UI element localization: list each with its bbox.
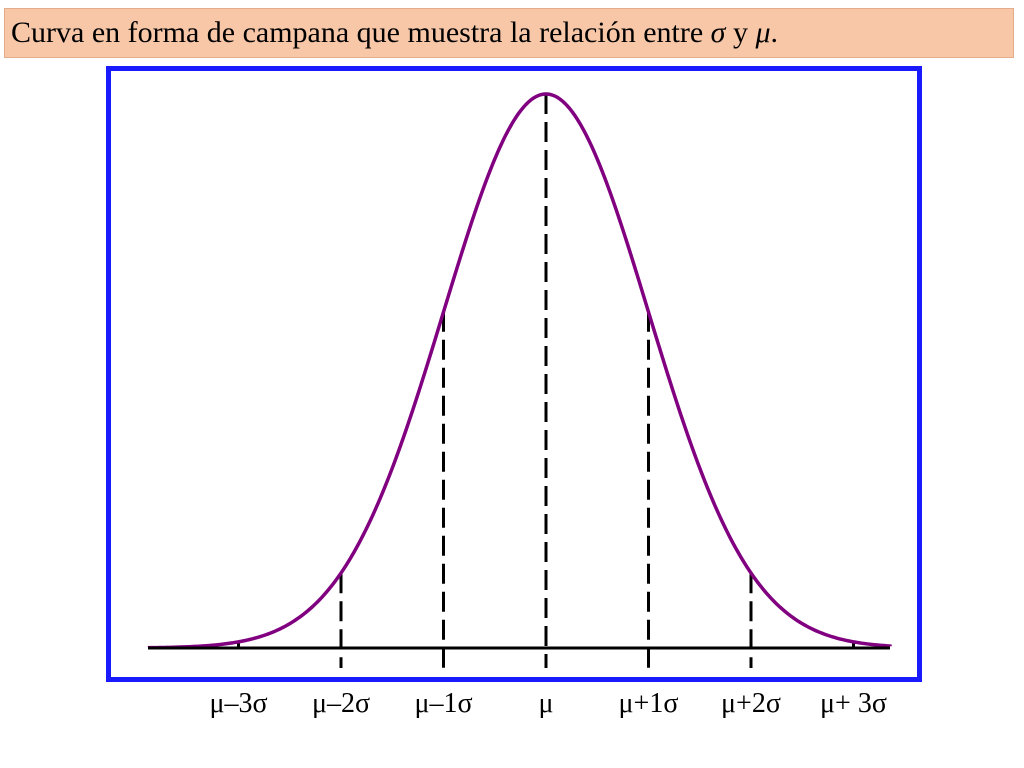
chart-frame — [106, 66, 922, 682]
title-text: Curva en forma de campana que muestra la… — [11, 16, 704, 49]
tick-label-2: μ–2σ — [312, 688, 370, 719]
tick-label-3: μ–1σ — [414, 688, 472, 719]
title-mu-symbol: μ — [755, 16, 771, 49]
tick-label-5: μ+1σ — [619, 688, 679, 719]
title-end: . — [770, 16, 779, 49]
slide-title: Curva en forma de campana que muestra la… — [4, 8, 1014, 58]
title-sigma-symbol: σ — [710, 16, 726, 49]
tick-label-6: μ+2σ — [721, 688, 781, 719]
title-connector: y — [732, 16, 748, 49]
tick-label-1: μ–3σ — [209, 688, 267, 719]
tick-label-7: μ+ 3σ — [820, 688, 887, 719]
tick-label-4: μ — [538, 688, 553, 719]
